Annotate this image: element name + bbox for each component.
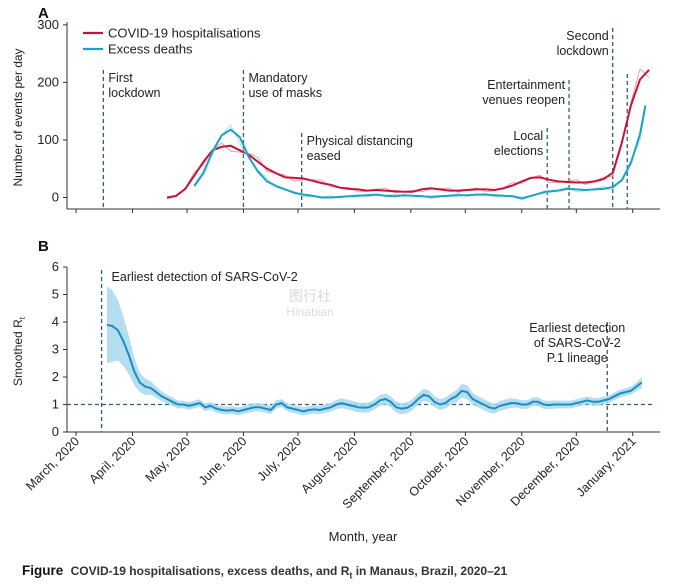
panel-a-event-label-line: venues reopen [482,93,565,107]
panel-b-y-tick-label: 4 [52,314,59,329]
panel-b-y-axis-label-main: Smoothed R [11,319,25,386]
panel-a-event-label-line: Entertainment [487,78,565,92]
panel-a-event-label-line: use of masks [248,86,322,100]
panel-a-event-label-line: lockdown [557,44,609,58]
x-axis-label: Month, year [329,529,398,544]
panel-b-event-label-line: Earliest detection of SARS-CoV-2 [112,270,298,284]
panel-b-label: B [38,238,49,255]
panel-a-event-label-line: lockdown [108,86,160,100]
panel-a-event-label: Second lockdown [557,29,609,58]
x-tick-label: August, 2020 [299,434,361,496]
panel-b-confidence-band [107,286,642,416]
panel-b-y-axis-label: Smoothed Rt [11,316,27,386]
panel-a-event-label-line: First [108,71,133,85]
panel-a-event-label-line: Second [566,29,608,43]
panel-a-y-tick-label: 0 [52,189,59,204]
panel-b-event-label-line: P.1 lineage [547,351,608,365]
x-tick-label: April, 2020 [86,434,138,486]
panel-b-rt-line [106,323,643,413]
panel-b-y-tick-label: 3 [52,342,59,357]
x-tick-label: May, 2020 [143,434,194,485]
caption-text-sub: t [349,570,353,581]
legend-label: COVID-19 hospitalisations [108,26,261,41]
panel-a-event-label: Entertainment venues reopen [482,78,565,107]
panel-a-event-label: Physical distancing eased [307,134,413,163]
figure-caption: Figure COVID-19 hospitalisations, excess… [22,563,507,580]
watermark-line1: 图行社 [289,288,331,304]
caption-text-before: COVID-19 hospitalisations, excess deaths… [70,564,350,578]
x-tick-label: July, 2020 [255,434,305,484]
panel-b-y-tick-label: 1 [52,397,59,412]
panel-b-y-tick-label: 6 [52,259,59,274]
caption-label: Figure [22,563,64,578]
panel-a-event-label: Mandatory use of masks [248,71,322,100]
x-tick-label: March, 2020 [23,434,82,493]
panel-a-y-tick-label: 100 [37,132,59,147]
watermark-line2: Hinabian [286,305,333,319]
panel-b-y-tick-label: 2 [52,369,59,384]
caption-text: COVID-19 hospitalisations, excess deaths… [70,564,508,581]
panel-b-event-label-line: of SARS-CoV-2 [534,336,621,350]
panel-a-event-label-line: Mandatory [248,71,308,85]
panel-a-event-label-line: Local [513,129,543,143]
panel-a-y-tick-label: 200 [37,74,59,89]
panel-a-event-label-line: elections [494,144,543,158]
panel-b-event-label: Earliest detection of SARS-CoV-2 [112,270,298,284]
panel-b-event-label: Earliest detection of SARS-CoV-2 P.1 linea… [529,321,625,365]
panel-a-series-raw [193,108,646,200]
panel-a-event-label-line: Physical distancing [307,134,413,148]
figure-canvas: A 0 100 200 300 Number of events per day First… [11,5,660,544]
x-tick-label: June, 2020 [196,434,250,488]
panel-a-event-label: Local elections [494,129,543,158]
panel-a-series-line [193,105,647,200]
panel-a-label: A [38,5,49,22]
panel-b-y-tick-label: 0 [52,424,59,439]
panel-b-y-axis-label-sub: t [18,316,27,319]
panel-a-event-label-line: eased [307,149,341,163]
panel-b-event-label-line: Earliest detection [529,321,625,335]
legend-label: Excess deaths [108,42,193,57]
caption-text-after: in Manaus, Brazil, 2020–21 [352,564,508,578]
x-tick-label: January, 2021 [574,434,639,499]
panel-a-y-tick-label: 300 [37,17,59,32]
panel-a-event-label: First lockdown [108,71,160,100]
panel-a-y-axis-label: Number of events per day [11,48,25,186]
panel-b-y-tick-label: 5 [52,287,59,302]
